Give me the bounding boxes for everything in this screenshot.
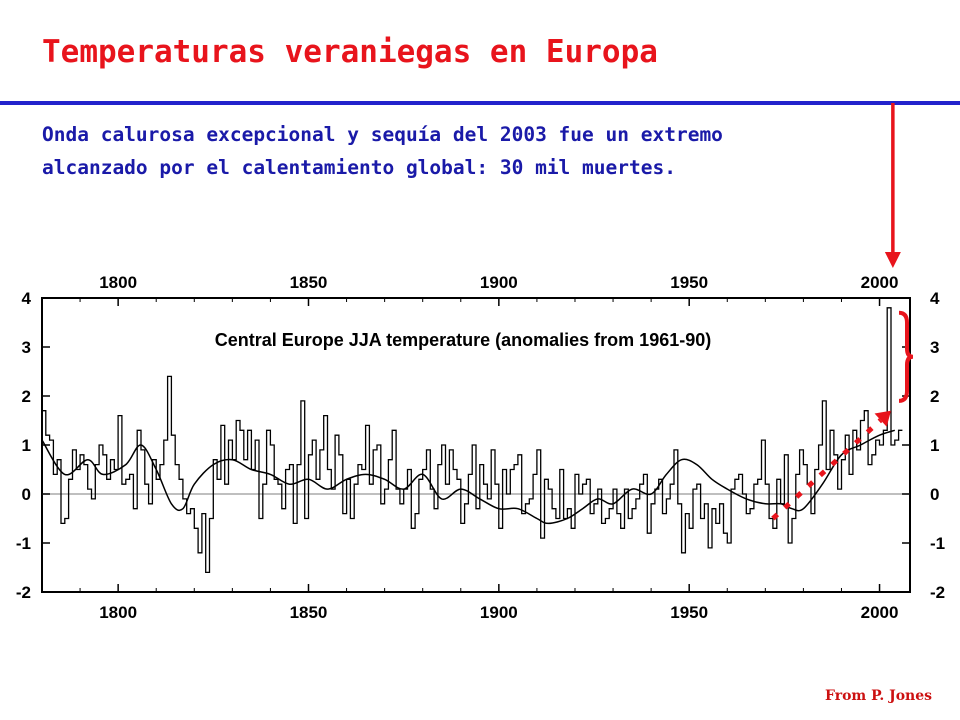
title-rule (0, 101, 960, 105)
tick-labels: 1800 1800 1850 1850 1900 1900 1950 1950 2000 2000… (16, 273, 945, 622)
slide-title: Temperaturas veraniegas en Europa (42, 34, 658, 70)
extreme-range-brace (898, 310, 914, 403)
x-tick-label-top: 1850 (290, 273, 328, 292)
y-tick-label-right: 0 (930, 485, 939, 504)
x-tick-label-bottom: 1950 (670, 603, 708, 622)
y-tick-label-right: -1 (930, 534, 945, 553)
x-tick-label-bottom: 1850 (290, 603, 328, 622)
x-tick-label-top: 1950 (670, 273, 708, 292)
y-tick-label-left: -2 (16, 583, 31, 602)
x-tick-label-top: 2000 (861, 273, 899, 292)
annotations (771, 103, 914, 521)
y-tick-label-right: -2 (930, 583, 945, 602)
y-tick-label-left: 0 (22, 485, 31, 504)
y-tick-label-right: 1 (930, 436, 939, 455)
chart-title: Central Europe JJA temperature (anomalie… (215, 330, 712, 350)
y-tick-label-left: 4 (22, 289, 32, 308)
series-smoothed-trend (41, 429, 896, 525)
source-credit: From P. Jones (825, 688, 932, 704)
subtitle-line: alcanzado por el calentamiento global: 3… (42, 156, 676, 179)
y-tick-label-right: 3 (930, 338, 939, 357)
warming-trend-arrowhead (874, 410, 891, 427)
y-tick-label-left: 1 (22, 436, 31, 455)
x-tick-label-top: 1900 (480, 273, 518, 292)
y-tick-label-left: -1 (16, 534, 31, 553)
arrow-2003-head (884, 252, 901, 268)
y-tick-label-left: 3 (22, 338, 31, 357)
y-tick-label-right: 2 (930, 387, 939, 406)
subtitle-line: Onda calurosa excepcional y sequía del 2… (42, 123, 723, 146)
x-tick-label-bottom: 1900 (480, 603, 518, 622)
x-tick-label-bottom: 2000 (861, 603, 899, 622)
y-tick-label-right: 4 (930, 289, 940, 308)
y-tick-label-left: 2 (22, 387, 31, 406)
axis-ticks (42, 297, 910, 593)
x-tick-label-top: 1800 (99, 273, 137, 292)
chart-plot-area: 1800 1800 1850 1850 1900 1900 1950 1950 2000 2000… (16, 103, 945, 622)
series-layer (41, 307, 903, 574)
x-tick-label-bottom: 1800 (99, 603, 137, 622)
